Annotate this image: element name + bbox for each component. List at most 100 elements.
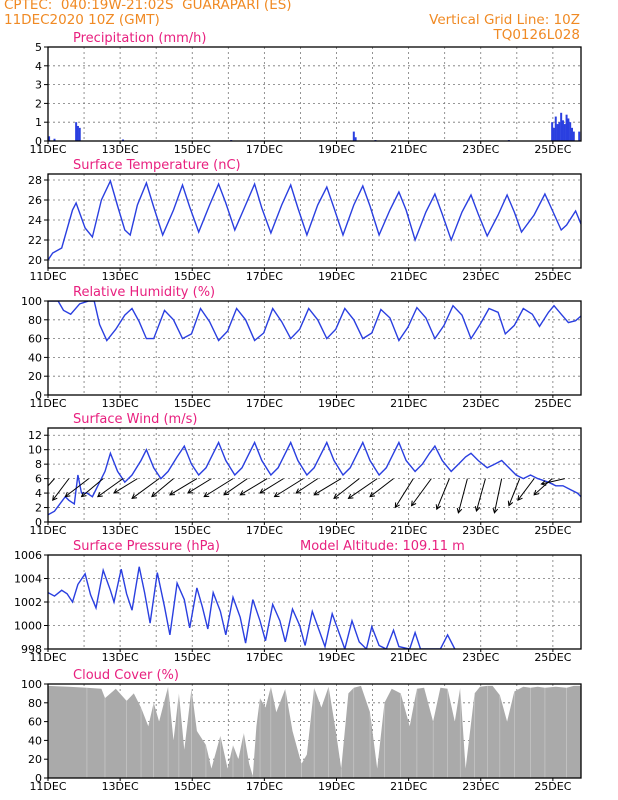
series-4	[48, 440, 581, 516]
y-tick-label: 10	[28, 444, 42, 457]
y-tick-label: 1002	[14, 596, 42, 609]
wind-arrowhead	[203, 492, 210, 498]
x-tick-label: 19DEC	[318, 143, 355, 156]
wind-arrowhead	[474, 506, 481, 513]
header-station: CPTEC: 040:19W-21:02S GUARAPARI (ES)	[4, 0, 292, 13]
y-tick-label: 20	[28, 254, 42, 267]
cloud-area	[48, 685, 581, 778]
series-line	[48, 566, 456, 649]
x-tick-label: 15DEC	[174, 270, 211, 283]
wind-arrowhead	[273, 492, 280, 498]
precip-bar	[578, 131, 581, 141]
wind-arrowhead	[347, 493, 354, 500]
x-tick-label: 19DEC	[318, 270, 355, 283]
wind-arrowhead	[369, 491, 376, 498]
precip-bar	[554, 116, 557, 141]
wind-arrowhead	[456, 507, 463, 514]
x-tick-label: 19DEC	[318, 524, 355, 537]
wind-vector	[394, 478, 414, 508]
x-tick-label: 11DEC	[29, 270, 66, 283]
wind-vector	[493, 478, 503, 513]
x-tick-label: 23DEC	[462, 524, 499, 537]
y-tick-label: 1006	[14, 549, 42, 562]
y-tick-label: 100	[21, 295, 42, 308]
wind-arrowhead	[80, 491, 87, 498]
x-tick-label: 17DEC	[246, 270, 283, 283]
x-tick-label: 17DEC	[246, 397, 283, 410]
x-tick-label: 25DEC	[534, 270, 571, 283]
x-tick-label: 13DEC	[102, 397, 139, 410]
precip-bar	[48, 136, 51, 141]
x-tick-label: 23DEC	[462, 780, 499, 793]
y-tick-label: 0	[35, 772, 42, 785]
precip-bar	[558, 122, 561, 141]
y-tick-label: 2	[35, 502, 42, 515]
wind-arrowhead	[313, 490, 320, 496]
wind-vector	[533, 478, 553, 496]
panel-title: Precipitation (mm/h)	[73, 31, 206, 46]
x-tick-label: 25DEC	[534, 780, 571, 793]
precip-bar	[76, 125, 79, 141]
y-tick-label: 5	[35, 41, 42, 54]
wind-arrowhead	[223, 490, 230, 496]
y-tick-label: 1004	[14, 573, 42, 586]
model-altitude: Model Altitude: 109.11 m	[300, 539, 465, 554]
precip-bar	[561, 120, 564, 141]
y-tick-label: 26	[28, 194, 42, 207]
x-tick-label: 15DEC	[174, 524, 211, 537]
x-tick-label: 21DEC	[390, 397, 427, 410]
wind-vector	[187, 478, 212, 494]
wind-arrowhead	[187, 488, 193, 494]
x-tick-label: 17DEC	[246, 143, 283, 156]
series-6	[48, 685, 581, 778]
x-tick-label: 17DEC	[246, 651, 283, 664]
y-tick-label: 20	[28, 753, 42, 766]
panel-frame	[47, 300, 582, 396]
wind-vector	[52, 478, 70, 501]
series-line	[48, 440, 581, 516]
y-tick-label: 0	[35, 135, 42, 148]
header-model: TQ0126L028	[493, 27, 580, 43]
x-tick-label: 21DEC	[390, 651, 427, 664]
wind-vector	[457, 478, 468, 513]
wind-arrowhead	[295, 488, 302, 494]
x-tick-label: 25DEC	[534, 524, 571, 537]
x-tick-label: 23DEC	[462, 651, 499, 664]
wind-arrowhead	[239, 490, 246, 496]
y-tick-label: 8	[35, 458, 42, 471]
y-tick-label: 6	[35, 473, 42, 486]
x-tick-label: 15DEC	[174, 143, 211, 156]
series-line	[48, 179, 581, 261]
x-tick-label: 13DEC	[102, 780, 139, 793]
x-tick-label: 21DEC	[390, 143, 427, 156]
x-tick-label: 21DEC	[390, 270, 427, 283]
series-line	[48, 301, 581, 342]
wind-arrowhead	[64, 491, 71, 498]
wind-arrowhead	[151, 491, 157, 498]
precip-bar	[560, 112, 563, 141]
y-tick-label: 0	[35, 389, 42, 402]
precip-bar	[122, 139, 125, 141]
x-tick-label: 17DEC	[246, 780, 283, 793]
wind-vector	[169, 478, 198, 496]
x-tick-label: 11DEC	[29, 780, 66, 793]
x-tick-label: 21DEC	[390, 780, 427, 793]
precip-bar	[572, 131, 575, 141]
wind-vector	[274, 478, 304, 498]
wind-vector	[259, 478, 284, 494]
panel-3: 0 20 40 60 80 100 11DEC 13DEC 15DEC 17DEC 19DEC 21D…	[21, 285, 582, 410]
header-grid-line: Vertical Grid Line: 10Z	[429, 12, 580, 28]
series-2	[48, 179, 581, 261]
panel-6: 0 20 40 60 80 100 11DEC 13DEC 15DEC 17DEC 19DEC 21D…	[21, 668, 582, 793]
precip-bar	[78, 127, 81, 141]
wind-arrowhead	[517, 495, 523, 502]
y-tick-label: 998	[21, 643, 42, 656]
panel-title: Cloud Cover (%)	[73, 668, 179, 683]
wind-vector	[151, 478, 174, 497]
x-tick-label: 25DEC	[534, 397, 571, 410]
wind-arrowhead	[52, 495, 58, 502]
panel-2: 20 22 24 26 28 11DEC 13DEC 15DEC 17DEC 19DEC 21DEC…	[28, 158, 582, 283]
panel-frame	[47, 173, 582, 269]
wind-arrowhead	[394, 502, 400, 509]
